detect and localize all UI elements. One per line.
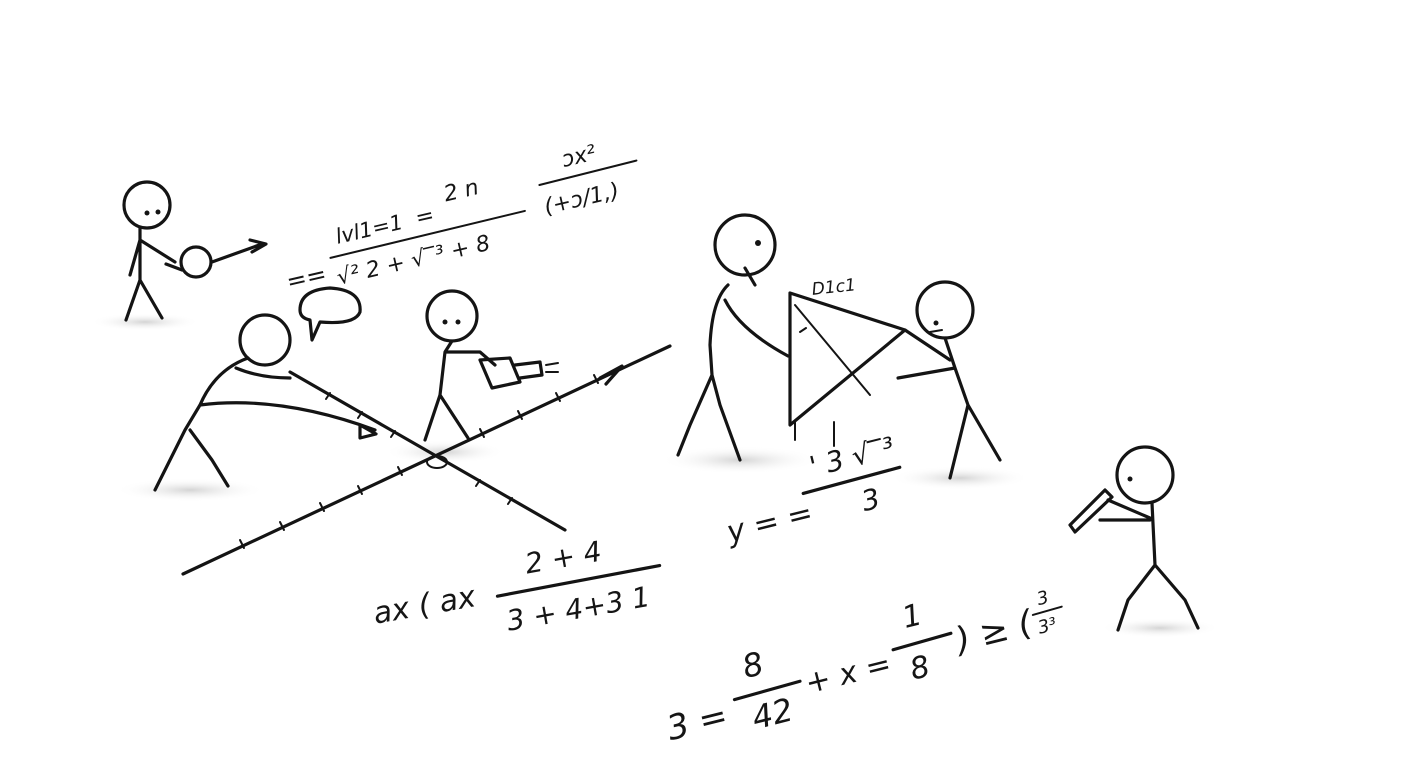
note-bottom-mid: + x = (802, 646, 895, 701)
triangle-board (788, 291, 907, 447)
axis-ticks (239, 374, 599, 549)
stick-figure-flashlight (423, 289, 559, 442)
triangle-label: D1c1 (811, 275, 857, 299)
note-bottom-den2: 8 (906, 649, 933, 688)
note-ax: ax ( ax (371, 579, 479, 631)
note-right-num: ' 3 √‾³ (806, 431, 898, 484)
stick-figure-writing (1068, 445, 1200, 632)
note-bottom-num3: 3 (1035, 587, 1051, 610)
note-fraction-num: 2 + 4 (522, 535, 603, 581)
note-bottom-num2: 1 (899, 597, 926, 636)
ground-shadows (90, 313, 1220, 638)
note-right: D1c1 y = = ' 3 √‾³ 3 (722, 275, 902, 551)
coordinate-axes (181, 344, 672, 576)
axis-cross (288, 370, 567, 532)
note-bottom-den1: 42 (748, 691, 797, 738)
note-numerator-2: 2 n (441, 175, 481, 207)
origin-marker (426, 455, 448, 469)
stick-figure-triangle-right (896, 280, 1002, 480)
note-bottom-num1: 8 (738, 644, 767, 686)
stick-figure-magnifier (122, 180, 268, 322)
note-bottom-den3: 3³ (1036, 614, 1059, 639)
stick-figure-triangle-left (676, 213, 790, 462)
note-bottom-tail: ) ≥ ( (949, 603, 1038, 661)
note-y-equals: y = = (722, 495, 816, 550)
axis-arrow-icon (598, 364, 624, 386)
note-top-left: == lvl1=1 √² 2 + √‾³ + 8 = 2 n ɔx² (+ɔ/1… (284, 141, 638, 296)
note-numerator-3: ɔx² (560, 141, 599, 173)
note-equals: = (413, 203, 437, 232)
flashlight-icon (478, 356, 522, 390)
note-mid-left: ax ( ax 2 + 4 3 + 4+3 1 (371, 535, 662, 638)
stick-figure-pointer (153, 286, 378, 492)
note-bottom-lhs: 3 = (663, 696, 732, 750)
speech-bubble-icon (298, 286, 362, 342)
note-right-den: 3 (858, 482, 883, 518)
note-denominator-3: (+ɔ/1,) (542, 179, 622, 220)
note-fraction-den: 3 + 4+3 1 (504, 580, 652, 638)
note-bottom: 3 = 8 42 + x = 1 8 ) ≥ ( 3 3³ (663, 587, 1063, 750)
magnifier-icon (179, 245, 213, 279)
pen-icon (1068, 488, 1114, 534)
